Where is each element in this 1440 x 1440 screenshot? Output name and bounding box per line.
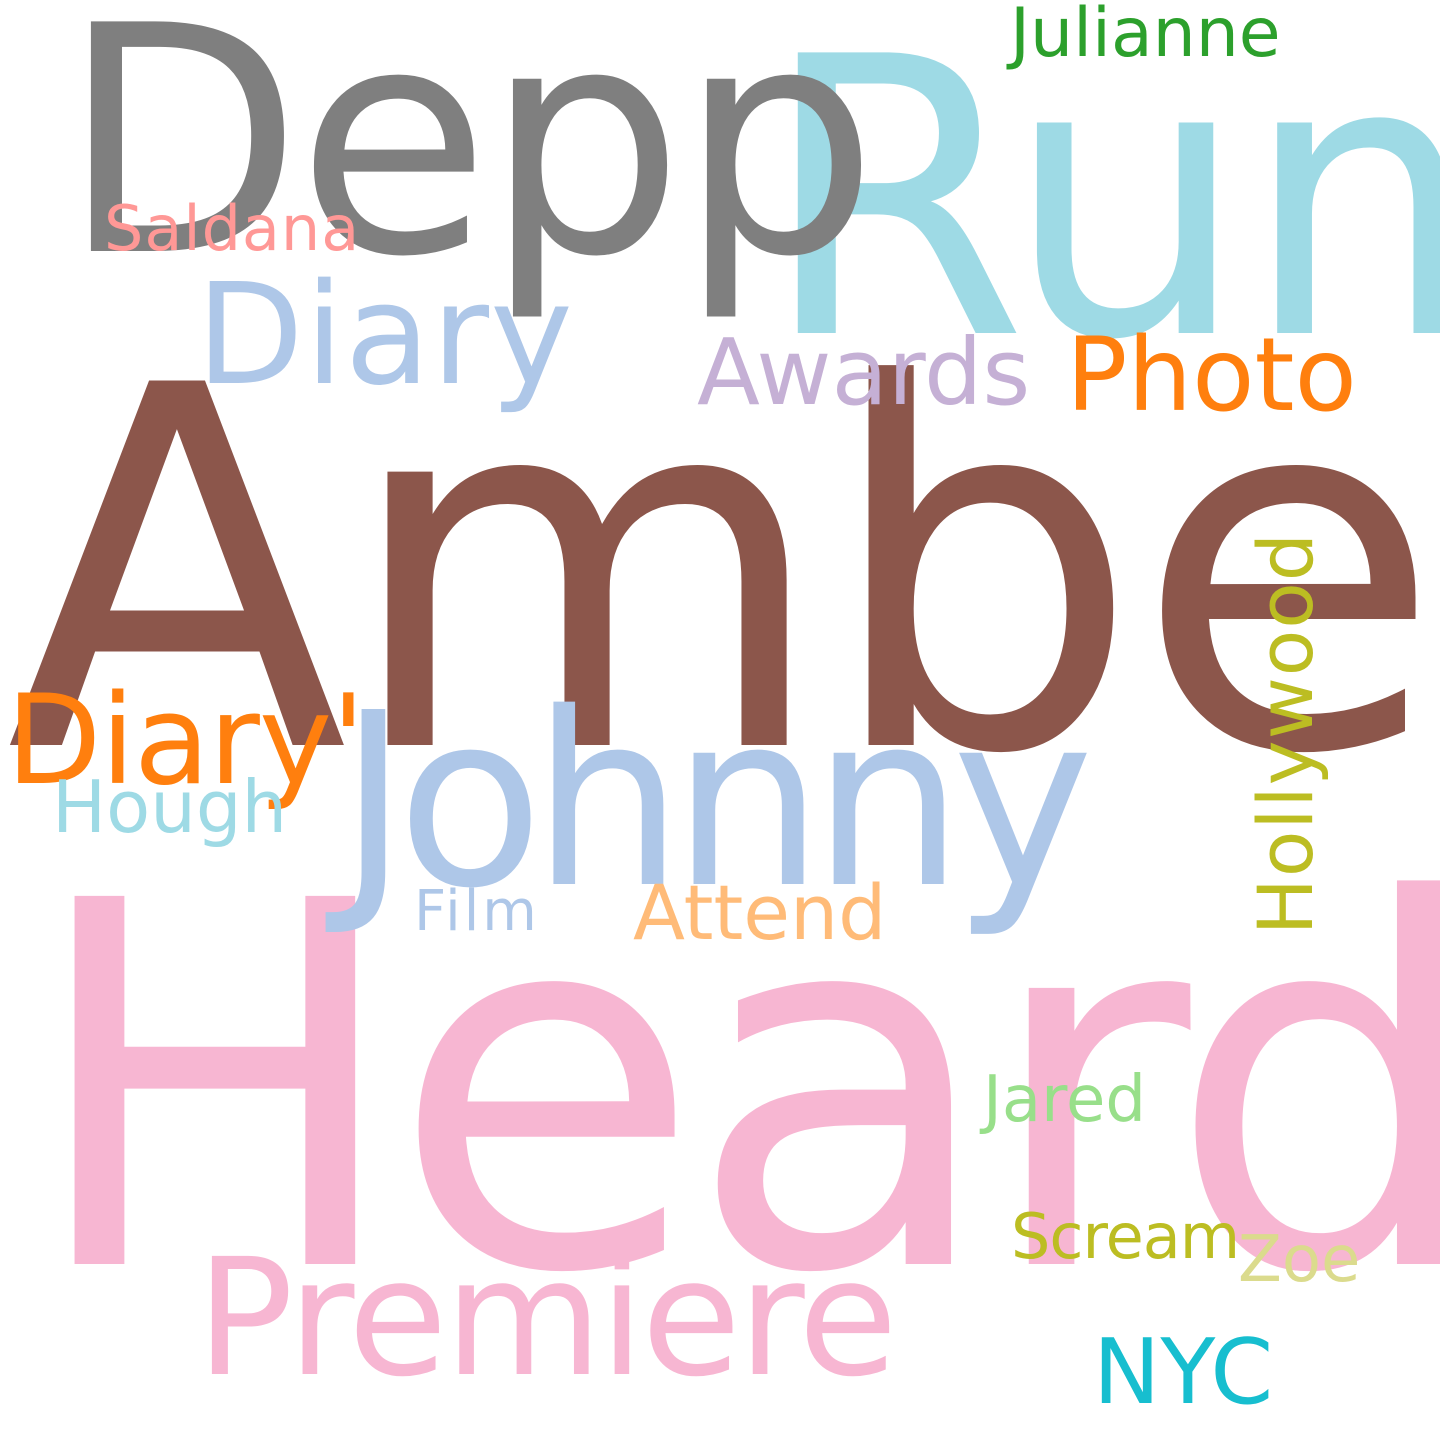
word-diary: Diary — [196, 254, 574, 417]
word-rum: Rum — [760, 0, 1440, 424]
word-diary-apostrophe: Diary' — [6, 669, 365, 813]
word-jared: Jared — [983, 1063, 1146, 1137]
word-julianne: Julianne — [1010, 0, 1281, 73]
word-nyc: NYC — [1093, 1320, 1274, 1425]
word-hollywood: Hollywood — [1241, 532, 1330, 936]
word-awards: Awards — [697, 319, 1031, 426]
word-johnny: Johnny — [338, 661, 1094, 941]
word-depp: Depp — [60, 0, 878, 326]
word-heard: Heard — [25, 796, 1440, 1384]
word-zoe: Zoe — [1238, 1223, 1361, 1297]
word-saldana: Saldana — [104, 192, 361, 265]
word-amber: Amber — [6, 281, 1440, 863]
word-photo: Photo — [1066, 316, 1357, 435]
word-attend: Attend — [633, 868, 887, 957]
word-premiere: Premiere — [196, 1225, 898, 1413]
word-film: Film — [414, 879, 540, 944]
word-scream: Scream — [1011, 1200, 1240, 1273]
word-hough: Hough — [52, 765, 288, 849]
